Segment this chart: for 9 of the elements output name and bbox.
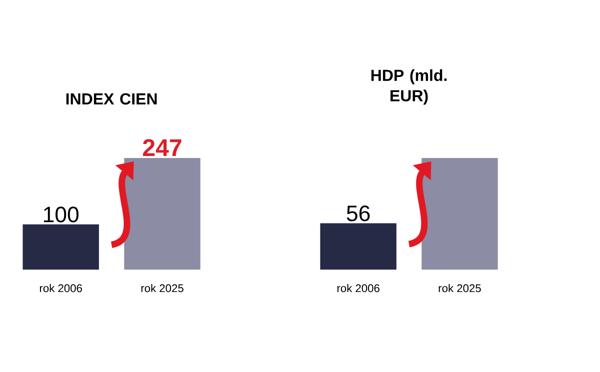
data-label: 247 (142, 139, 182, 156)
x-tick-label: rok 2006 (337, 284, 380, 292)
data-label: 100 (44, 206, 79, 222)
x-tick-label: rok 2025 (438, 284, 481, 292)
x-tick-label: rok 2006 (40, 284, 82, 292)
chart-title: INDEX CIEN (66, 93, 157, 105)
chart-title: HDP (mld. EUR) (371, 69, 447, 105)
x-tick-label: rok 2025 (141, 284, 184, 292)
data-label: 56 (346, 206, 370, 222)
